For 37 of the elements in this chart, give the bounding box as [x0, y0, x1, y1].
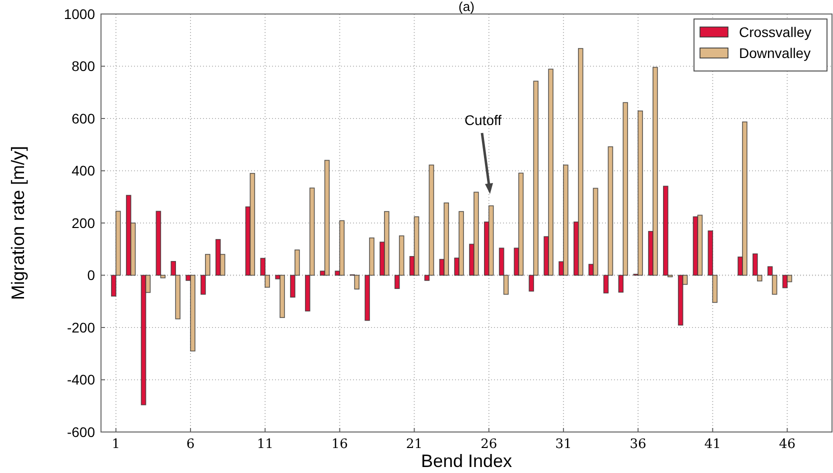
x-axis-title: Bend Index: [420, 451, 512, 471]
y-tick-label: 800: [72, 58, 96, 74]
bar: [592, 188, 598, 276]
bar: [678, 274, 684, 326]
y-tick-label: 400: [72, 162, 96, 179]
x-tick-label: 16: [331, 437, 348, 452]
bar: [578, 48, 584, 276]
x-tick-label: 6: [186, 437, 195, 452]
bar: [156, 210, 162, 276]
y-tick-label: -200: [66, 319, 96, 336]
x-tick-label: 46: [778, 437, 796, 452]
bar: [250, 172, 256, 276]
y-tick-label: 200: [72, 214, 96, 231]
y-axis-title: Migration rate [m/y]: [8, 146, 28, 300]
x-tick-label: 1: [112, 437, 120, 452]
legend-label: Crossvalley: [739, 24, 812, 40]
bar: [414, 216, 420, 276]
x-tick-label: 41: [704, 437, 721, 452]
chart-title: (a): [458, 0, 474, 14]
bar: [324, 160, 330, 276]
x-tick-label: 21: [406, 437, 423, 452]
bar: [697, 214, 703, 276]
bar: [339, 220, 345, 276]
y-tick-label: 600: [72, 110, 96, 126]
bar: [518, 172, 524, 276]
y-tick-label: 1000: [64, 6, 96, 22]
x-tick-label: 11: [256, 437, 274, 452]
bar: [488, 205, 494, 276]
x-tick-label: 31: [555, 437, 572, 452]
y-tick-label: -600: [66, 424, 96, 440]
bar: [140, 274, 146, 406]
x-tick-label: 26: [480, 437, 498, 452]
annotation: Cutoff: [464, 112, 502, 128]
x-tick-label: 36: [630, 437, 646, 452]
y-tick-label: -400: [66, 372, 96, 388]
legend-label: Downvalley: [739, 45, 811, 61]
y-tick-label: 0: [87, 267, 96, 284]
